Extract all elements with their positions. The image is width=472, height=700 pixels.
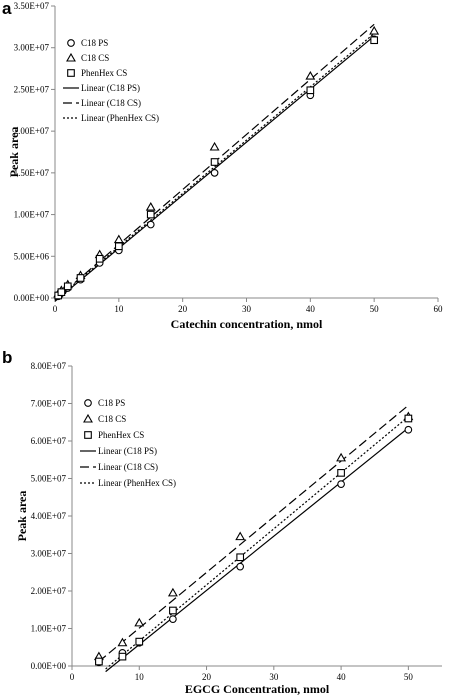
x-tick-label: 40 xyxy=(306,304,316,314)
panel-letter: b xyxy=(2,348,12,367)
legend: C18 PS C18 CS PhenHex CS Linear (C18 PS) Lin… xyxy=(80,398,176,488)
x-tick-label: 40 xyxy=(337,672,347,682)
panel-letter: a xyxy=(2,0,12,18)
data-point-square xyxy=(95,657,103,666)
y-tick-label: 3.00E+07 xyxy=(31,549,67,559)
data-point-square xyxy=(57,288,66,297)
data-point-square xyxy=(404,414,413,423)
trendline-dotted xyxy=(105,416,409,670)
legend-marker-square xyxy=(84,431,92,439)
x-tick-label: 50 xyxy=(404,672,414,682)
legend-label: Linear (PhenHex CS) xyxy=(98,478,176,488)
data-point-triangle xyxy=(167,587,178,597)
data-point-square xyxy=(76,274,85,282)
y-tick-label: 1.50E+07 xyxy=(14,168,50,178)
y-tick-label: 4.00E+07 xyxy=(31,511,67,521)
data-point-square xyxy=(370,36,379,45)
y-tick-label: 2.00E+07 xyxy=(31,586,67,596)
data-point-square xyxy=(169,606,177,615)
legend-marker-triangle xyxy=(83,413,93,423)
legend-label: Linear (C18 CS) xyxy=(81,98,141,108)
legend-label: C18 CS xyxy=(81,53,109,63)
data-point-circle xyxy=(337,480,345,488)
data-point-square xyxy=(210,158,219,166)
y-tick-label: 2.00E+07 xyxy=(14,126,50,136)
data-point-square xyxy=(337,469,345,477)
data-point-circle xyxy=(210,169,219,177)
data-point-triangle xyxy=(305,70,316,80)
y-tick-label: 3.00E+07 xyxy=(14,43,50,53)
legend-label: C18 PS xyxy=(81,38,108,48)
data-point-triangle xyxy=(134,617,145,627)
data-point-circle xyxy=(169,615,177,623)
x-tick-label: 20 xyxy=(202,672,212,682)
y-axis-title: Peak area xyxy=(7,127,21,178)
data-point-circle xyxy=(146,220,155,229)
data-point-triangle xyxy=(235,531,246,541)
chart-panel-b: b 0.00E+00 1.00E+07 2.00E+07 3.00E+07 4.00E+0… xyxy=(2,348,442,696)
data-point-square xyxy=(95,254,104,263)
data-point-circle xyxy=(404,425,413,434)
data-point-triangle xyxy=(117,637,128,647)
trendline-dotted xyxy=(54,33,375,301)
data-point-square xyxy=(146,210,155,219)
x-tick-label: 30 xyxy=(269,672,279,682)
y-tick-label: 3.50E+07 xyxy=(14,1,50,11)
data-point-triangle xyxy=(145,201,156,211)
x-tick-label: 50 xyxy=(370,304,380,314)
data-point-square xyxy=(236,553,245,562)
legend-marker-circle xyxy=(84,399,92,407)
data-point-triangle xyxy=(369,25,380,35)
x-tick-label: 0 xyxy=(53,304,58,314)
y-tick-label: 1.00E+07 xyxy=(31,624,67,634)
trendline-solid xyxy=(105,427,409,673)
legend-label: Linear (C18 PS) xyxy=(98,446,157,456)
legend-marker-circle xyxy=(67,39,75,47)
y-tick-label: 0.00E+00 xyxy=(14,293,50,303)
y-axis-title: Peak area xyxy=(15,491,29,542)
legend-label: Linear (C18 CS) xyxy=(98,462,158,472)
y-tick-label: 7.00E+07 xyxy=(31,399,67,409)
y-tick-label: 5.00E+06 xyxy=(14,251,50,261)
legend-label: Linear (PhenHex CS) xyxy=(81,113,159,123)
data-point-triangle xyxy=(209,141,220,151)
legend-marker-square xyxy=(67,69,75,77)
x-tick-label: 60 xyxy=(434,304,444,314)
legend: C18 PS C18 CS PhenHex CS Linear (C18 PS) Lin… xyxy=(63,38,159,123)
x-tick-label: 10 xyxy=(114,304,124,314)
y-tick-label: 8.00E+07 xyxy=(31,361,67,371)
legend-label: PhenHex CS xyxy=(81,68,127,78)
data-point-square xyxy=(114,242,123,251)
y-tick-label: 0.00E+00 xyxy=(31,661,67,671)
data-point-square xyxy=(306,86,315,95)
x-tick-label: 30 xyxy=(242,304,252,314)
data-point-triangle xyxy=(336,452,347,462)
legend-label: PhenHex CS xyxy=(98,430,144,440)
x-tick-label: 10 xyxy=(135,672,145,682)
y-tick-label: 6.00E+07 xyxy=(31,436,67,446)
legend-label: C18 PS xyxy=(98,398,125,408)
x-axis-title: Catechin concentration, nmol xyxy=(171,317,323,331)
chart-panel-a: a 0.00E+00 5.00E+06 1.00E+07 1.50E+07 2.00E+0… xyxy=(2,0,443,331)
x-tick-label: 0 xyxy=(70,672,75,682)
y-tick-label: 1.00E+07 xyxy=(14,210,50,220)
trendline-dashed xyxy=(98,404,409,662)
data-point-square xyxy=(63,282,72,291)
y-tick-label: 5.00E+07 xyxy=(31,474,67,484)
y-tick-label: 2.50E+07 xyxy=(14,84,50,94)
data-point-triangle xyxy=(113,234,124,244)
legend-marker-triangle xyxy=(66,52,76,62)
data-point-circle xyxy=(236,562,245,571)
x-tick-label: 20 xyxy=(178,304,188,314)
legend-label: Linear (C18 PS) xyxy=(81,83,140,93)
legend-label: C18 CS xyxy=(98,414,126,424)
x-axis-title: EGCG Concentration, nmol xyxy=(185,682,330,696)
data-point-square xyxy=(135,637,144,646)
data-point-square xyxy=(118,652,127,661)
trendline-solid xyxy=(54,35,375,302)
